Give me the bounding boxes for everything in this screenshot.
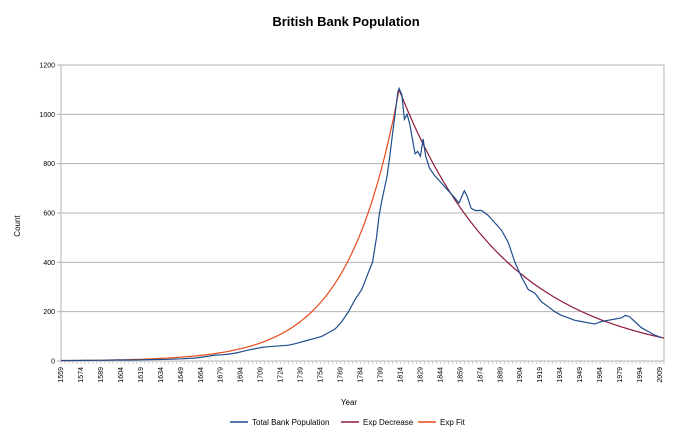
x-tick-label: 1754 xyxy=(318,367,325,383)
x-tick-label: 1679 xyxy=(218,367,225,383)
grid-layer xyxy=(57,64,665,364)
x-tick-label: 1844 xyxy=(437,367,444,383)
legend-label: Total Bank Population xyxy=(252,418,329,427)
y-axis-title: Count xyxy=(13,215,22,237)
series-layer xyxy=(61,86,665,362)
x-axis-title: Year xyxy=(341,398,358,407)
x-tick-label: 1949 xyxy=(577,367,584,383)
x-tick-label: 1964 xyxy=(597,367,604,383)
y-tick-label: 1200 xyxy=(39,63,55,70)
y-tick-label: 600 xyxy=(43,211,55,218)
x-tick-label: 1904 xyxy=(517,367,524,383)
legend-item-exp-decrease: Exp Decrease xyxy=(341,418,414,427)
x-tick-label: 1634 xyxy=(158,367,165,383)
x-tick-label: 1664 xyxy=(198,367,205,383)
legend-label: Exp Fit xyxy=(440,418,466,427)
legend: Total Bank Population Exp Decrease Exp Fit xyxy=(230,418,466,427)
x-tick-label: 1724 xyxy=(278,367,285,383)
x-tick-label: 1799 xyxy=(377,367,384,383)
x-tick-label: 1979 xyxy=(617,367,624,383)
x-tick-label: 1739 xyxy=(298,367,305,383)
y-tick-label: 800 xyxy=(43,161,55,168)
x-tick-label: 1619 xyxy=(138,367,145,383)
x-tick-label: 1694 xyxy=(238,367,245,383)
x-tick-label: 1874 xyxy=(477,367,484,383)
x-tick-label: 1649 xyxy=(178,367,185,383)
series-exp-decrease-line xyxy=(398,89,665,339)
x-tick-label: 1829 xyxy=(417,367,424,383)
series-total-bank-population-line xyxy=(61,86,662,362)
x-tick-label: 1604 xyxy=(118,367,125,383)
y-tick-labels: 0 200 400 600 800 1000 1200 xyxy=(39,63,55,366)
x-tick-label: 1769 xyxy=(338,367,345,383)
x-tick-label: 1859 xyxy=(457,367,464,383)
x-tick-label: 1814 xyxy=(397,367,404,383)
y-tick-label: 200 xyxy=(43,309,55,316)
x-tick-label: 1559 xyxy=(58,367,65,383)
x-tick-label: 1919 xyxy=(537,367,544,383)
x-tick-label: 2009 xyxy=(657,367,664,383)
x-tick-label: 1589 xyxy=(98,367,105,383)
y-tick-label: 1000 xyxy=(39,112,55,119)
x-tick-label: 1994 xyxy=(637,367,644,383)
x-tick-label: 1709 xyxy=(258,367,265,383)
x-tick-label: 1784 xyxy=(358,367,365,383)
y-tick-label: 400 xyxy=(43,260,55,267)
chart-title: British Bank Population xyxy=(272,14,419,29)
legend-label: Exp Decrease xyxy=(363,418,414,427)
x-tick-label: 1889 xyxy=(497,367,504,383)
legend-item-total-bank-population: Total Bank Population xyxy=(230,418,329,427)
y-tick-label: 0 xyxy=(51,359,55,366)
x-tick-label: 1574 xyxy=(78,367,85,383)
legend-item-exp-fit: Exp Fit xyxy=(418,418,466,427)
x-tick-label: 1934 xyxy=(557,367,564,383)
series-exp-fit-line xyxy=(61,89,400,362)
x-tick-labels: 1559 1574 1589 1604 1619 1634 1649 1664 1679 1694… xyxy=(58,367,664,383)
